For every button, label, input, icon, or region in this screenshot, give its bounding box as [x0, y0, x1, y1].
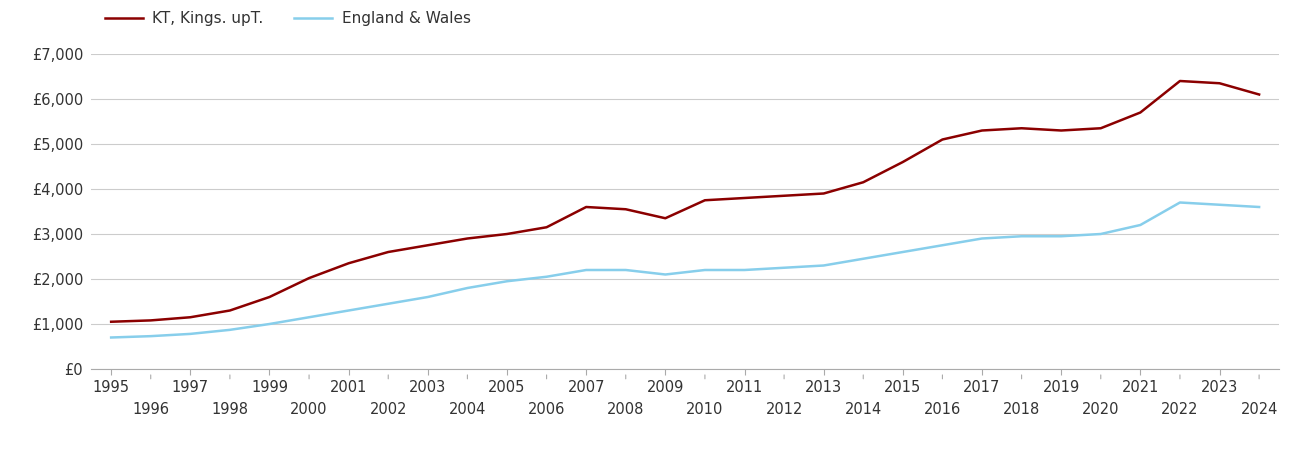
- KT, Kings. upT.: [1053, 128, 1069, 133]
- Text: 2004: 2004: [449, 402, 485, 417]
- Text: 2014: 2014: [844, 402, 882, 417]
- England & Wales: [1172, 200, 1188, 205]
- KT, Kings. upT.: [578, 204, 594, 210]
- England & Wales: [776, 265, 792, 270]
- Text: 2016: 2016: [924, 402, 960, 417]
- England & Wales: [381, 301, 397, 306]
- Text: 2022: 2022: [1161, 402, 1199, 417]
- Text: 2024: 2024: [1241, 402, 1278, 417]
- KT, Kings. upT.: [737, 195, 753, 201]
- KT, Kings. upT.: [183, 315, 198, 320]
- Text: 1996: 1996: [132, 402, 170, 417]
- Legend: KT, Kings. upT., England & Wales: KT, Kings. upT., England & Wales: [99, 5, 476, 32]
- KT, Kings. upT.: [697, 198, 713, 203]
- KT, Kings. upT.: [144, 318, 159, 323]
- KT, Kings. upT.: [934, 137, 950, 142]
- KT, Kings. upT.: [658, 216, 673, 221]
- KT, Kings. upT.: [776, 193, 792, 198]
- England & Wales: [539, 274, 555, 279]
- KT, Kings. upT.: [1094, 126, 1109, 131]
- England & Wales: [658, 272, 673, 277]
- Line: KT, Kings. upT.: KT, Kings. upT.: [111, 81, 1259, 322]
- KT, Kings. upT.: [619, 207, 634, 212]
- KT, Kings. upT.: [222, 308, 238, 313]
- England & Wales: [697, 267, 713, 273]
- KT, Kings. upT.: [539, 225, 555, 230]
- KT, Kings. upT.: [500, 231, 515, 237]
- KT, Kings. upT.: [975, 128, 990, 133]
- Text: 2000: 2000: [290, 402, 328, 417]
- KT, Kings. upT.: [895, 159, 911, 165]
- Line: England & Wales: England & Wales: [111, 202, 1259, 338]
- Text: 2006: 2006: [529, 402, 565, 417]
- Text: 2010: 2010: [686, 402, 723, 417]
- England & Wales: [1212, 202, 1228, 207]
- England & Wales: [1094, 231, 1109, 237]
- KT, Kings. upT.: [420, 243, 436, 248]
- KT, Kings. upT.: [301, 275, 317, 281]
- England & Wales: [619, 267, 634, 273]
- England & Wales: [895, 249, 911, 255]
- KT, Kings. upT.: [459, 236, 475, 241]
- Text: 2020: 2020: [1082, 402, 1120, 417]
- England & Wales: [341, 308, 356, 313]
- England & Wales: [144, 333, 159, 339]
- England & Wales: [578, 267, 594, 273]
- England & Wales: [737, 267, 753, 273]
- England & Wales: [103, 335, 119, 340]
- Text: 2002: 2002: [369, 402, 407, 417]
- England & Wales: [856, 256, 872, 261]
- England & Wales: [1133, 222, 1148, 228]
- England & Wales: [1014, 234, 1030, 239]
- KT, Kings. upT.: [816, 191, 831, 196]
- England & Wales: [183, 331, 198, 337]
- Text: 2012: 2012: [766, 402, 803, 417]
- England & Wales: [975, 236, 990, 241]
- Text: 1998: 1998: [211, 402, 248, 417]
- England & Wales: [500, 279, 515, 284]
- KT, Kings. upT.: [1014, 126, 1030, 131]
- Text: 2008: 2008: [607, 402, 645, 417]
- England & Wales: [222, 327, 238, 333]
- England & Wales: [262, 321, 278, 327]
- KT, Kings. upT.: [381, 249, 397, 255]
- KT, Kings. upT.: [1172, 78, 1188, 84]
- England & Wales: [301, 315, 317, 320]
- KT, Kings. upT.: [856, 180, 872, 185]
- Text: 2018: 2018: [1004, 402, 1040, 417]
- England & Wales: [816, 263, 831, 268]
- England & Wales: [1251, 204, 1267, 210]
- KT, Kings. upT.: [1251, 92, 1267, 97]
- KT, Kings. upT.: [262, 294, 278, 300]
- England & Wales: [934, 243, 950, 248]
- England & Wales: [1053, 234, 1069, 239]
- KT, Kings. upT.: [1133, 110, 1148, 115]
- England & Wales: [459, 285, 475, 291]
- KT, Kings. upT.: [341, 261, 356, 266]
- KT, Kings. upT.: [1212, 81, 1228, 86]
- KT, Kings. upT.: [103, 319, 119, 324]
- England & Wales: [420, 294, 436, 300]
